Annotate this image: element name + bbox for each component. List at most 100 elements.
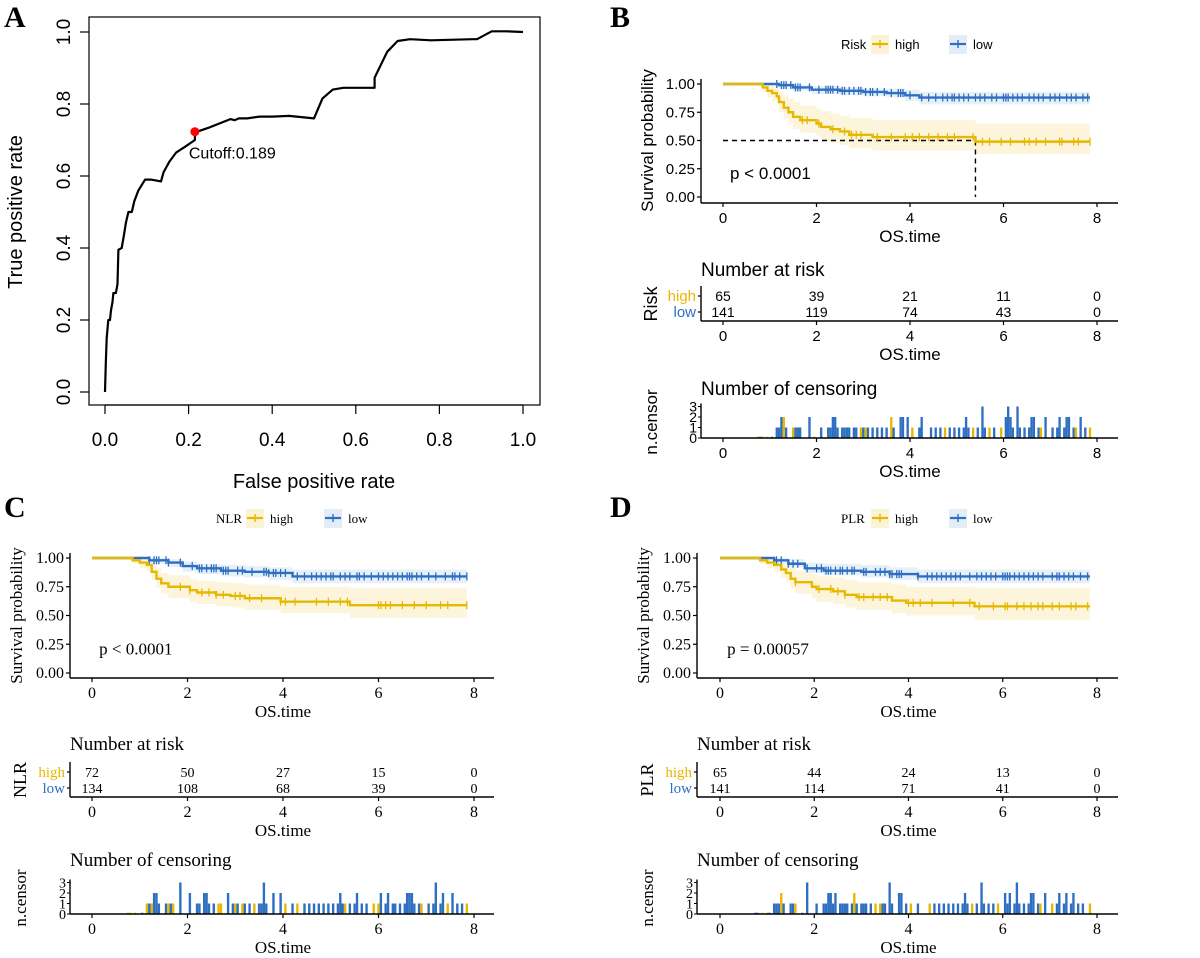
censor-bar-low xyxy=(864,903,868,914)
censor-bar-low xyxy=(1079,417,1082,438)
censor-bar-low xyxy=(956,903,960,914)
censor-bar-high xyxy=(145,903,149,914)
censor-x-axis-title: OS.time xyxy=(255,938,311,957)
risk-count: 0 xyxy=(1094,766,1101,781)
legend-title: Risk xyxy=(841,37,867,52)
censor-y-tick-label: 3 xyxy=(59,877,66,892)
censor-bar-low xyxy=(1072,427,1075,438)
censor-bar-low xyxy=(918,427,921,438)
x-tick-label: 6 xyxy=(999,685,1007,702)
censor-bar-low xyxy=(1037,427,1040,438)
censor-y-tick-label: 0 xyxy=(59,908,66,923)
risk-count: 11 xyxy=(996,288,1011,304)
censor-bar-low xyxy=(327,903,330,914)
censor-bar-low xyxy=(1013,903,1016,914)
risk-count: 43 xyxy=(996,304,1012,320)
censor-bar-low xyxy=(843,903,847,914)
censor-bar-high xyxy=(782,417,785,438)
censor-bar-low xyxy=(365,903,368,914)
p-value: p = 0.00057 xyxy=(727,640,809,659)
survival-curve-high xyxy=(92,556,467,607)
x-tick-label: 0.0 xyxy=(92,430,118,451)
x-tick-label: 8 xyxy=(1093,685,1101,702)
y-tick-label: 0.75 xyxy=(36,579,64,596)
censor-bar-low xyxy=(1018,903,1021,914)
risk-y-axis-title: PLR xyxy=(637,763,657,796)
censor-bar-high xyxy=(1039,903,1042,914)
confidence-band-high xyxy=(723,84,1090,155)
censor-bar-low xyxy=(834,893,837,914)
censor-bar-low xyxy=(920,417,923,438)
censor-bar-low xyxy=(883,903,887,914)
y-tick-label: 0.25 xyxy=(666,161,695,178)
censor-bar-low xyxy=(992,903,995,914)
risk-count: 13 xyxy=(996,766,1010,781)
censor-bar-low xyxy=(885,427,888,438)
censor-bar-low xyxy=(937,903,941,914)
censor-y-axis-title: n.censor xyxy=(11,869,30,926)
censor-bar-low xyxy=(841,427,844,438)
censor-bar-low xyxy=(890,903,894,914)
censor-bar-low xyxy=(897,893,901,914)
censor-bar-high xyxy=(794,903,797,914)
censor-y-axis-title: n.censor xyxy=(642,389,661,455)
censor-bar-low xyxy=(773,903,776,914)
risk-count: 65 xyxy=(713,766,727,781)
y-tick-label: 0.75 xyxy=(666,104,695,121)
censor-bar-low xyxy=(379,893,383,914)
x-tick-label: 0.8 xyxy=(426,430,452,451)
risk-x-tick-label: 0 xyxy=(716,804,724,821)
censor-bar-low xyxy=(852,427,856,438)
censor-y-tick-label: 1 xyxy=(686,898,693,913)
censor-x-tick-label: 8 xyxy=(1093,921,1101,938)
x-tick-label: 1.0 xyxy=(510,430,536,451)
risk-x-tick-label: 6 xyxy=(999,804,1007,821)
risk-x-tick-label: 0 xyxy=(719,328,727,345)
censor-bar-low xyxy=(1032,417,1036,438)
censor-bar-low xyxy=(1062,903,1066,914)
risk-row-label-high: high xyxy=(665,765,692,781)
censor-bar-low xyxy=(1058,417,1061,438)
censor-bar-low xyxy=(976,427,979,438)
legend-label-high: high xyxy=(895,511,919,526)
censor-bar-high xyxy=(296,903,299,914)
y-tick-label: 0.2 xyxy=(54,307,75,333)
censor-bar-low xyxy=(312,903,316,914)
censor-bar-low xyxy=(992,427,996,438)
censor-bar-low xyxy=(780,417,783,438)
censor-bar-low xyxy=(966,903,969,914)
x-tick-label: 0 xyxy=(88,685,96,702)
censor-bar-low xyxy=(1004,417,1008,438)
censor-bar-low xyxy=(933,903,936,914)
censor-bar-low xyxy=(1011,427,1015,438)
censor-bar-high xyxy=(853,893,856,914)
censor-bar-low xyxy=(862,903,865,914)
censor-bar-low xyxy=(265,903,268,914)
censor-bar-low xyxy=(855,903,858,914)
censor-bar-low xyxy=(322,903,325,914)
legend-key-low xyxy=(949,509,967,528)
y-tick-label: 0.50 xyxy=(666,133,695,150)
censor-bar-low xyxy=(1058,893,1061,914)
risk-count: 68 xyxy=(276,782,290,797)
risk-count: 119 xyxy=(805,304,828,320)
risk-count: 134 xyxy=(82,782,103,797)
legend: PLR high low xyxy=(841,509,993,528)
censor-bar-high xyxy=(217,903,220,914)
censor-bar-low xyxy=(441,893,445,914)
censor-bar-high xyxy=(996,903,1000,914)
censor-bar-low xyxy=(260,903,263,914)
censor-bar-low xyxy=(980,882,983,914)
censor-bar-low xyxy=(831,903,835,914)
censor-bar-high xyxy=(372,903,375,914)
censor-bar-high xyxy=(167,903,170,914)
censor-bar-low xyxy=(916,903,920,914)
censor-bar-low xyxy=(155,893,158,914)
censor-bar-low xyxy=(341,903,344,914)
censor-bar-high xyxy=(465,903,469,914)
censor-bar-high xyxy=(879,903,882,914)
